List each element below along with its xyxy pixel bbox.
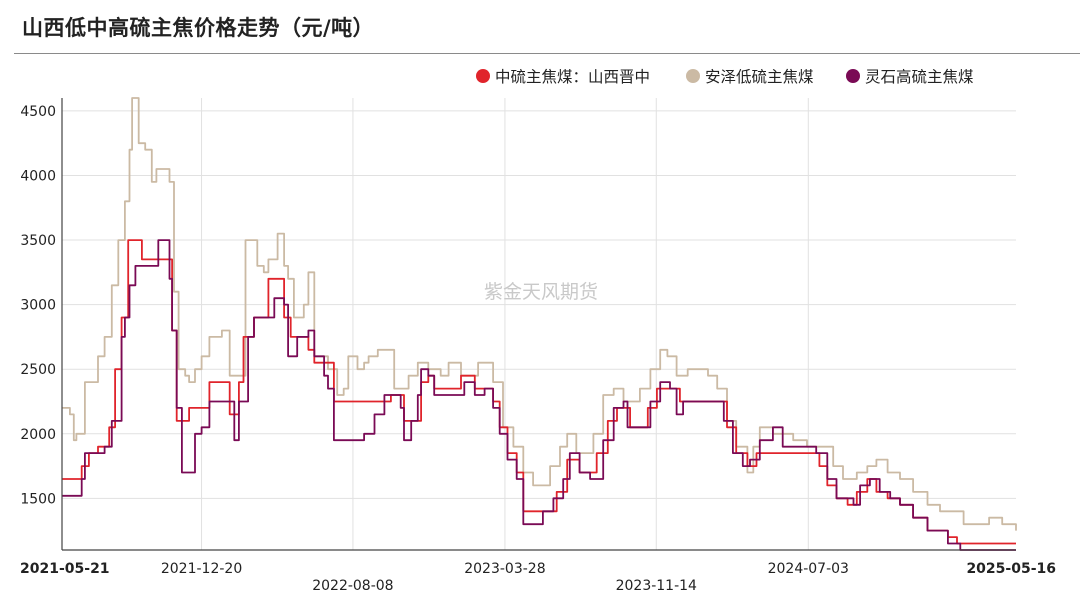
- series-line-2: [62, 97, 1017, 531]
- y-tick-label: 4000: [20, 168, 56, 184]
- y-tick-label: 2000: [20, 427, 56, 443]
- legend-label-3: 灵石高硫主焦煤: [865, 68, 974, 86]
- watermark: 紫金天风期货: [484, 281, 598, 303]
- axes: 1500 2000 2500 3000 3500 4000 4500 2021-05-21 20…: [20, 98, 1056, 594]
- legend-marker-2: [686, 69, 700, 83]
- y-tick-label: 3500: [20, 233, 56, 249]
- x-tick-label: 2022-08-08: [312, 578, 393, 594]
- x-tick-label: 2025-05-16: [966, 561, 1056, 577]
- legend-marker-3: [846, 69, 860, 83]
- legend: 中硫主焦煤：山西晋中 安泽低硫主焦煤 灵石高硫主焦煤: [476, 68, 974, 86]
- x-tick-label: 2024-07-03: [768, 561, 849, 577]
- grid-lines: [62, 98, 1016, 550]
- y-tick-label: 1500: [20, 491, 56, 507]
- legend-label-1: 中硫主焦煤：山西晋中: [495, 68, 650, 86]
- series-line-3: [62, 239, 1016, 551]
- series-line-1: [62, 239, 1016, 545]
- legend-label-2: 安泽低硫主焦煤: [705, 68, 814, 86]
- legend-marker-1: [476, 69, 490, 83]
- x-tick-label: 2021-05-21: [20, 561, 110, 577]
- title-divider: [14, 53, 1080, 54]
- y-tick-label: 2500: [20, 362, 56, 378]
- x-tick-label: 2023-11-14: [616, 578, 697, 594]
- x-tick-label: 2023-03-28: [464, 561, 545, 577]
- series-layer: [62, 97, 1017, 551]
- y-tick-label: 4500: [20, 104, 56, 120]
- y-tick-label: 3000: [20, 298, 56, 314]
- x-tick-label: 2021-12-20: [161, 561, 242, 577]
- chart-title: 山西低中高硫主焦价格走势（元/吨）: [22, 16, 375, 40]
